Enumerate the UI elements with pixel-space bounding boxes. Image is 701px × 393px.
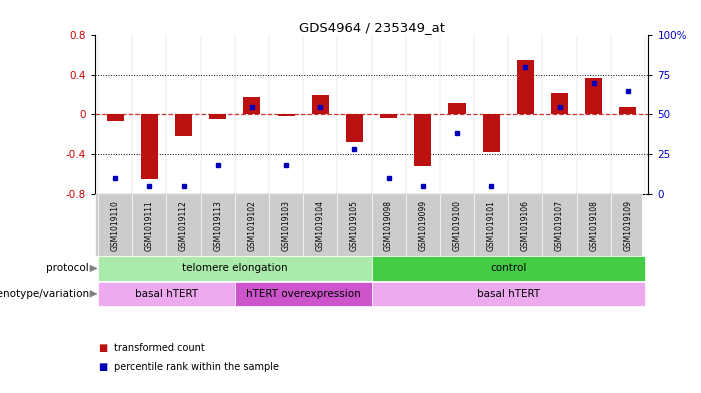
Text: GSM1019100: GSM1019100: [452, 200, 461, 251]
Bar: [449, 103, 465, 114]
Bar: [98, 256, 372, 281]
Bar: [312, 95, 329, 114]
Text: GSM1019101: GSM1019101: [486, 200, 496, 251]
Bar: [243, 97, 261, 114]
Text: ■: ■: [98, 343, 107, 353]
Text: telomere elongation: telomere elongation: [182, 263, 287, 274]
Bar: [380, 114, 397, 118]
Text: GSM1019107: GSM1019107: [555, 200, 564, 251]
Text: GSM1019108: GSM1019108: [590, 200, 598, 251]
Bar: [517, 60, 534, 114]
Text: GSM1019110: GSM1019110: [111, 200, 120, 251]
Bar: [209, 114, 226, 119]
Text: percentile rank within the sample: percentile rank within the sample: [114, 362, 279, 373]
Text: GSM1019102: GSM1019102: [247, 200, 257, 251]
Bar: [107, 114, 123, 121]
Bar: [482, 114, 500, 152]
Bar: [235, 282, 372, 306]
Text: GSM1019103: GSM1019103: [282, 200, 291, 251]
Text: GSM1019113: GSM1019113: [213, 200, 222, 251]
Text: GSM1019098: GSM1019098: [384, 200, 393, 251]
Bar: [414, 114, 431, 166]
Text: GSM1019112: GSM1019112: [179, 200, 188, 250]
Bar: [98, 282, 235, 306]
Text: basal hTERT: basal hTERT: [477, 289, 540, 299]
Bar: [551, 93, 568, 114]
Text: GSM1019105: GSM1019105: [350, 200, 359, 251]
Text: basal hTERT: basal hTERT: [135, 289, 198, 299]
Text: GSM1019104: GSM1019104: [315, 200, 325, 251]
Bar: [372, 256, 645, 281]
Text: GSM1019111: GSM1019111: [145, 200, 154, 250]
Text: ■: ■: [98, 362, 107, 373]
Bar: [278, 114, 294, 116]
Bar: [346, 114, 363, 142]
Bar: [620, 107, 637, 114]
Bar: [175, 114, 192, 136]
Text: protocol: protocol: [46, 263, 89, 274]
Text: GSM1019109: GSM1019109: [623, 200, 632, 251]
Text: GSM1019106: GSM1019106: [521, 200, 530, 251]
Bar: [372, 282, 645, 306]
Text: control: control: [490, 263, 526, 274]
Text: hTERT overexpression: hTERT overexpression: [246, 289, 360, 299]
Bar: [585, 78, 602, 114]
Text: GSM1019099: GSM1019099: [418, 200, 428, 251]
Text: transformed count: transformed count: [114, 343, 205, 353]
Title: GDS4964 / 235349_at: GDS4964 / 235349_at: [299, 21, 444, 34]
Bar: [141, 114, 158, 179]
Text: genotype/variation: genotype/variation: [0, 289, 89, 299]
